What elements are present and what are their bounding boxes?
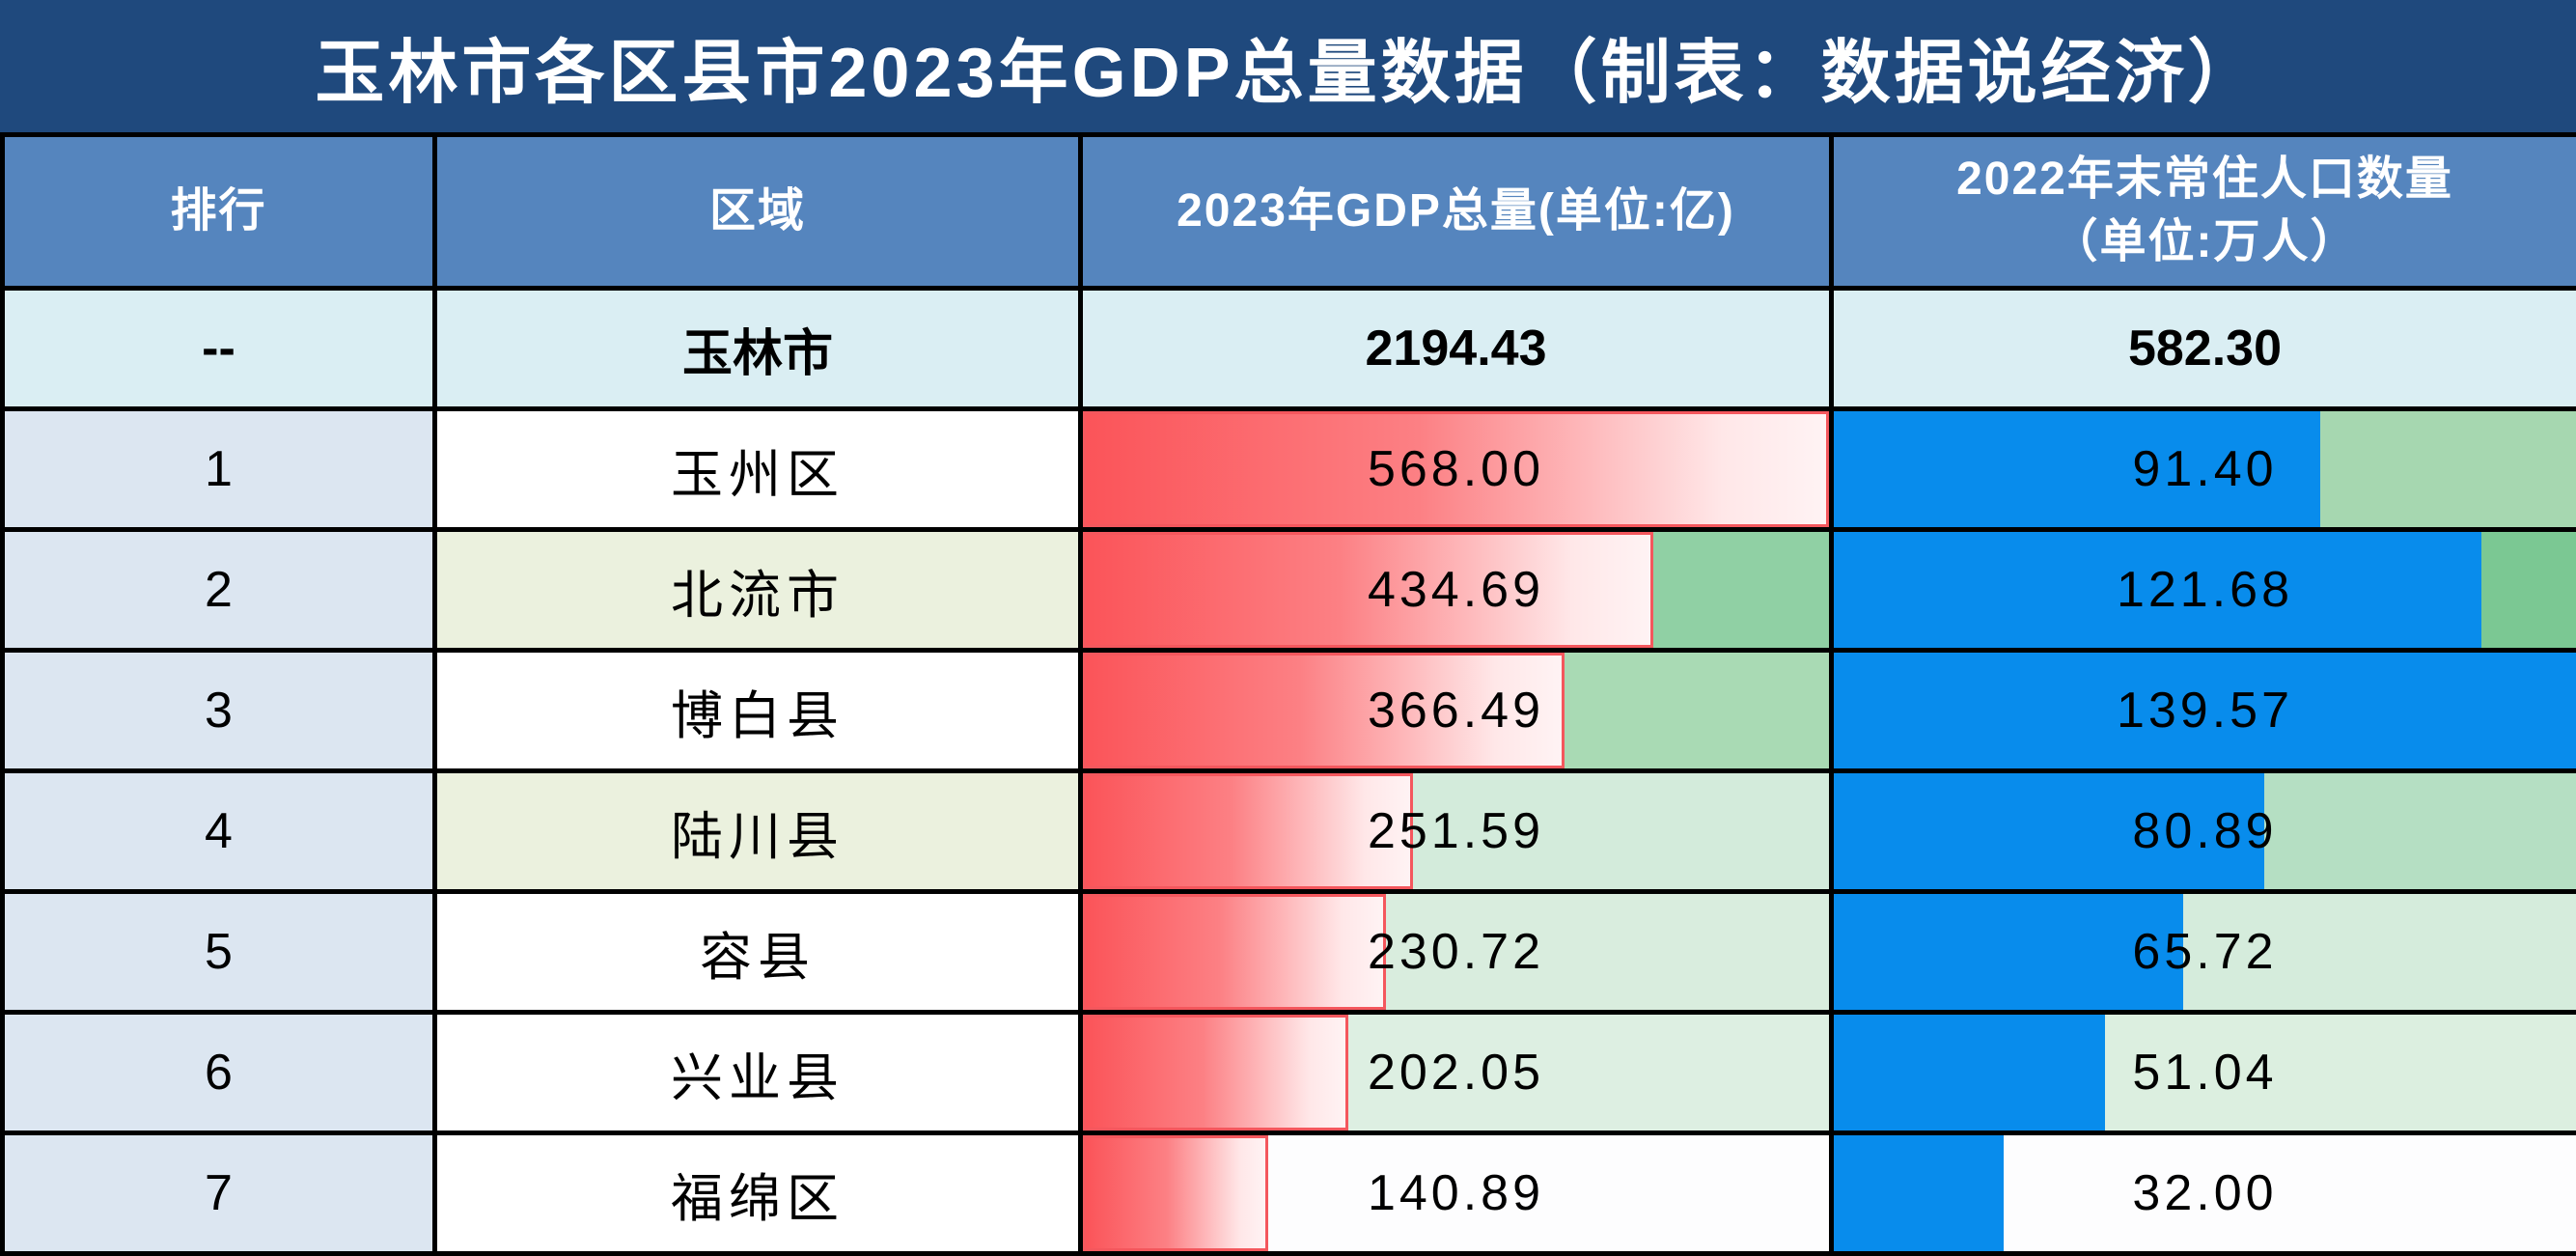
gdp-value: 202.05 [1367, 1045, 1545, 1101]
population-cell: 139.57 [1834, 653, 2576, 768]
rank-cell: 7 [5, 1135, 432, 1251]
region-cell: 玉州区 [437, 411, 1078, 527]
rank-cell: 4 [5, 773, 432, 889]
gdp-cell: 140.89 [1083, 1135, 1829, 1251]
population-value: 65.72 [2132, 924, 2278, 980]
gdp-bar [1083, 1135, 1268, 1251]
rank-cell: 3 [5, 653, 432, 768]
header-cell-population: 2022年末常住人口数量 （单位:万人） [1834, 137, 2576, 286]
population-bar [1834, 773, 2265, 889]
population-value: 32.00 [2132, 1165, 2278, 1221]
region-cell: 福绵区 [437, 1135, 1078, 1251]
population-bar [1834, 653, 2576, 768]
gdp-cell: 568.00 [1083, 411, 1829, 527]
region-name: 北流市 [671, 566, 845, 625]
population-value: 51.04 [2132, 1045, 2278, 1101]
rank-cell: 1 [5, 411, 432, 527]
gdp-value: 434.69 [1367, 562, 1545, 618]
gdp-bar [1083, 532, 1654, 648]
region-cell: 容县 [437, 894, 1078, 1010]
gdp-cell: 202.05 [1083, 1015, 1829, 1130]
population-value: 121.68 [2116, 562, 2294, 618]
population-cell: 65.72 [1834, 894, 2576, 1010]
population-bar [1834, 894, 2184, 1010]
population-cell: 80.89 [1834, 773, 2576, 889]
gdp-value: 251.59 [1367, 803, 1545, 859]
region-cell: 兴业县 [437, 1015, 1078, 1130]
gdp-value: 140.89 [1367, 1165, 1545, 1221]
gdp-cell: 251.59 [1083, 773, 1829, 889]
population-cell: 51.04 [1834, 1015, 2576, 1130]
gdp-bar [1083, 894, 1386, 1010]
region-name: 兴业县 [671, 1048, 845, 1107]
gdp-bar [1083, 773, 1414, 889]
population-value: 91.40 [2132, 441, 2278, 497]
region-name: 博白县 [671, 686, 845, 745]
gdp-bar [1083, 411, 1829, 527]
gdp-bar [1083, 1015, 1349, 1130]
region-name: 陆川县 [671, 807, 845, 866]
rank-cell: 2 [5, 532, 432, 648]
region-name: 容县 [700, 928, 816, 987]
gdp-cell: 366.49 [1083, 653, 1829, 768]
region-cell: 博白县 [437, 653, 1078, 768]
population-value: 80.89 [2132, 803, 2278, 859]
summary-rank-cell: -- [5, 291, 432, 406]
summary-gdp-cell: 2194.43 [1083, 291, 1829, 406]
population-value: 139.57 [2116, 683, 2294, 739]
population-cell: 91.40 [1834, 411, 2576, 527]
gdp-value: 568.00 [1367, 441, 1545, 497]
gdp-bar [1083, 653, 1565, 768]
gdp-cell: 230.72 [1083, 894, 1829, 1010]
header-cell-rank: 排行 [5, 137, 432, 286]
population-bar [1834, 411, 2320, 527]
population-bar [1834, 532, 2481, 648]
page-title: 玉林市各区县市2023年GDP总量数据（制表：数据说经济） [0, 0, 2576, 132]
population-bar [1834, 1015, 2106, 1130]
summary-population-cell: 582.30 [1834, 291, 2576, 406]
region-cell: 北流市 [437, 532, 1078, 648]
region-name: 玉州区 [671, 445, 845, 504]
rank-cell: 5 [5, 894, 432, 1010]
population-bar [1834, 1135, 2005, 1251]
gdp-value: 230.72 [1367, 924, 1545, 980]
summary-region-cell: 玉林市 [437, 291, 1078, 406]
region-name: 福绵区 [671, 1169, 845, 1228]
population-cell: 121.68 [1834, 532, 2576, 648]
region-cell: 陆川县 [437, 773, 1078, 889]
gdp-value: 366.49 [1367, 683, 1545, 739]
gdp-cell: 434.69 [1083, 532, 1829, 648]
header-cell-gdp: 2023年GDP总量(单位:亿) [1083, 137, 1829, 286]
rank-cell: 6 [5, 1015, 432, 1130]
header-cell-region: 区域 [437, 137, 1078, 286]
gdp-table: 排行 区域 2023年GDP总量(单位:亿) 2022年末常住人口数量 （单位:… [0, 132, 2576, 1256]
population-cell: 32.00 [1834, 1135, 2576, 1251]
